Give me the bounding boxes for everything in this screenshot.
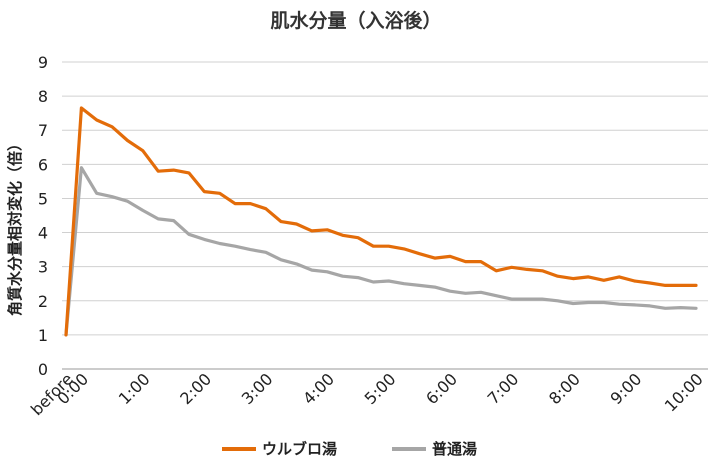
x-tick-label: 3:00 xyxy=(238,369,277,408)
x-tick-label: 9:00 xyxy=(607,369,646,408)
y-tick-label: 5 xyxy=(38,189,48,208)
x-tick-label: 4:00 xyxy=(299,369,338,408)
legend-label-series-2: 普通湯 xyxy=(432,440,478,458)
x-tick-label: 10:00 xyxy=(661,369,707,415)
legend-item-series-2: 普通湯 xyxy=(392,438,477,459)
y-tick-label: 9 xyxy=(38,53,48,72)
y-tick-label: 0 xyxy=(38,360,48,379)
legend: ウルブロ湯 普通湯 xyxy=(0,438,712,460)
legend-swatch-series-2 xyxy=(392,446,426,451)
chart-title: 肌水分量（入浴後） xyxy=(270,10,442,32)
y-tick-labels: 0 1 2 3 4 5 6 7 8 9 xyxy=(38,53,48,379)
x-tick-label: 5:00 xyxy=(361,369,400,408)
y-axis-label: 角質水分量相対変化（倍） xyxy=(6,136,24,316)
x-tick-label: 8:00 xyxy=(545,369,584,408)
legend-item-series-1: ウルブロ湯 xyxy=(222,438,337,459)
x-tick-label: 2:00 xyxy=(176,369,215,408)
y-tick-label: 7 xyxy=(38,121,48,140)
x-tick-label: 7:00 xyxy=(484,369,523,408)
y-tick-label: 6 xyxy=(38,155,48,174)
y-tick-label: 8 xyxy=(38,87,48,106)
gridlines xyxy=(62,61,708,370)
legend-swatch-series-1 xyxy=(222,446,256,451)
x-tick-label: 1:00 xyxy=(115,369,154,408)
legend-label-series-1: ウルブロ湯 xyxy=(262,440,338,458)
y-tick-label: 1 xyxy=(38,326,48,345)
series-line-1 xyxy=(64,106,698,337)
x-tick-label: 6:00 xyxy=(422,369,461,408)
y-tick-label: 2 xyxy=(38,292,48,311)
y-tick-label: 3 xyxy=(38,258,48,277)
series-lines xyxy=(64,106,698,337)
y-tick-label: 4 xyxy=(38,224,48,243)
series-line-2 xyxy=(64,166,698,337)
